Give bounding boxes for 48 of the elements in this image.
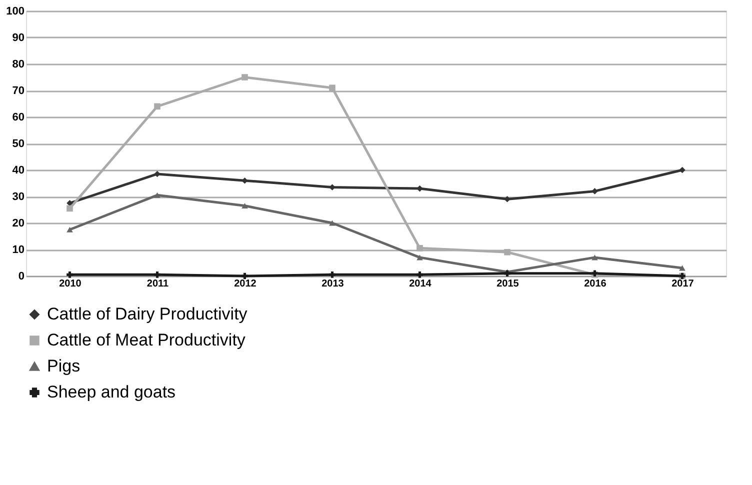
point	[154, 170, 160, 178]
y-tick-label: 10	[12, 244, 24, 256]
legend-label: Cattle of Meat Productivity	[47, 330, 246, 350]
y-tick-label: 40	[12, 164, 24, 176]
y-tick-label: 50	[12, 138, 24, 150]
legend-label: Pigs	[47, 356, 80, 376]
point	[592, 254, 598, 260]
point	[679, 265, 686, 271]
point	[329, 220, 336, 226]
y-tick-label: 20	[12, 218, 24, 230]
point	[66, 226, 73, 232]
point	[66, 272, 73, 278]
point	[416, 254, 423, 260]
point	[504, 196, 510, 202]
point	[154, 192, 160, 198]
y-tick-label: 80	[12, 58, 24, 70]
point	[154, 272, 160, 278]
point	[154, 103, 160, 110]
point	[592, 188, 598, 194]
point	[329, 272, 336, 278]
point	[416, 272, 423, 278]
y-tick-label: 0	[18, 270, 24, 282]
point	[66, 200, 73, 206]
y-tick-label: 30	[12, 191, 24, 203]
x-tick-label: 2017	[672, 278, 694, 290]
legend-label: Sheep and goats	[47, 382, 176, 402]
point	[416, 185, 423, 192]
point	[242, 272, 248, 280]
point	[242, 203, 248, 209]
point	[242, 74, 248, 80]
point	[242, 177, 248, 184]
point	[329, 84, 336, 92]
point	[504, 248, 510, 256]
x-tick-label: 2016	[584, 278, 607, 290]
point	[679, 166, 686, 174]
x-tick-label: 2013	[322, 278, 344, 290]
legend-label: Cattle of Dairy Productivity	[47, 304, 248, 324]
y-tick-label: 70	[12, 85, 24, 97]
y-tick-label: 60	[12, 112, 24, 124]
y-tick-label: 90	[12, 32, 24, 44]
x-tick-label: 2010	[59, 278, 82, 290]
point	[66, 205, 73, 212]
x-tick-label: 2012	[234, 278, 257, 290]
y-tick-label: 100	[6, 6, 24, 18]
x-tick-label: 2015	[496, 278, 520, 290]
x-tick-label: 2014	[409, 278, 432, 290]
point	[416, 245, 423, 252]
x-tick-label: 2011	[146, 278, 170, 290]
